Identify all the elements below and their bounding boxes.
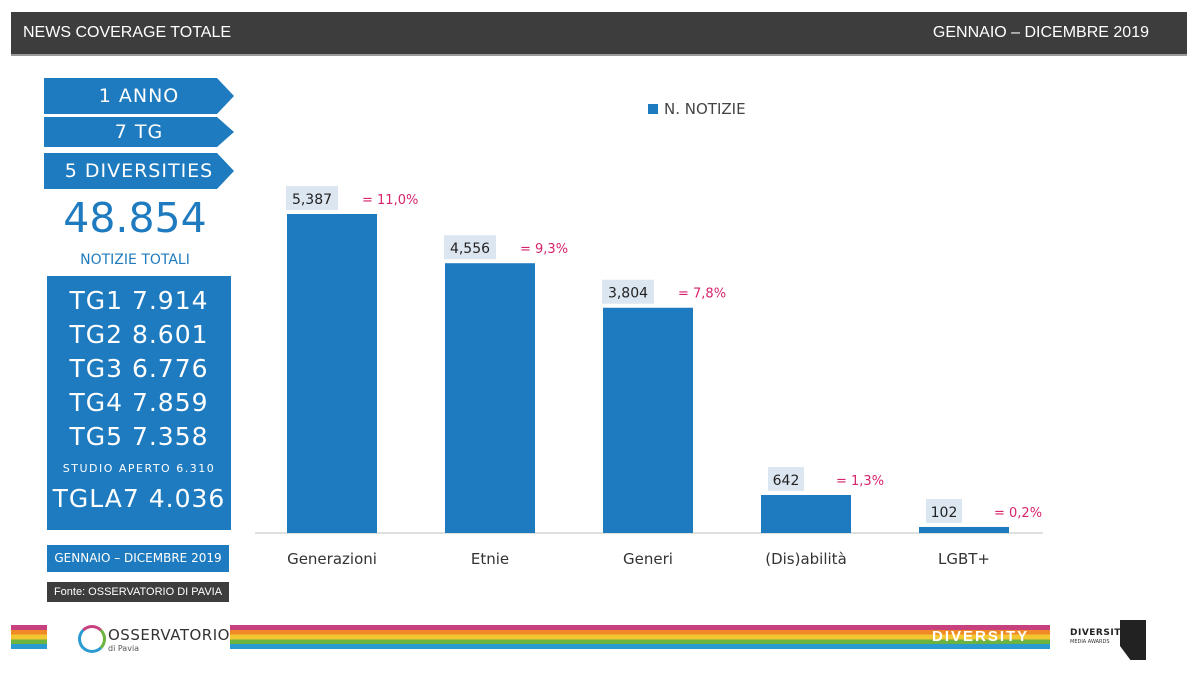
tg-line: TG1 7.914 <box>69 286 209 315</box>
data-label-box <box>926 498 962 523</box>
legend-label: N. NOTIZIE <box>664 100 746 118</box>
tg-line: TG2 8.601 <box>69 320 209 349</box>
arrow-label-diversities: 5 DIVERSITIES <box>44 153 234 189</box>
bar <box>919 526 1009 533</box>
osservatorio-logo-sub: di Pavia <box>108 644 140 653</box>
total-news-label: NOTIZIE TOTALI <box>80 252 190 268</box>
data-label: 4,556 <box>450 241 490 257</box>
source-badge: Fonte: OSSERVATORIO DI PAVIA <box>47 582 229 602</box>
header-bar: NEWS COVERAGE TOTALE GENNAIO – DICEMBRE … <box>11 12 1187 56</box>
bar <box>761 494 851 533</box>
awards-logo-title: DIVERSITY <box>1070 628 1128 638</box>
x-tick-label: Etnie <box>471 550 509 568</box>
data-label: 642 <box>773 473 800 489</box>
data-label-box <box>444 235 496 260</box>
awards-mark-icon <box>1120 620 1146 660</box>
data-label-box <box>286 186 338 210</box>
x-tick-label: Generazioni <box>287 550 377 568</box>
data-label: 5,387 <box>292 192 332 208</box>
diversity-wordmark: DIVERSITY <box>932 628 1030 645</box>
header-period: GENNAIO – DICEMBRE 2019 <box>932 24 1149 41</box>
percent-label: = 9,3% <box>520 242 568 257</box>
page-title: NEWS COVERAGE TOTALE <box>23 24 232 41</box>
legend-swatch <box>648 104 658 114</box>
data-label: 3,804 <box>608 286 648 302</box>
tg-line-studio-aperto: STUDIO APERTO 6.310 <box>62 462 216 475</box>
diversity-awards-logo: DIVERSITY MEDIA AWARDS <box>1070 618 1150 662</box>
tg-breakdown-box: TG1 7.914 TG2 8.601 TG3 6.776 TG4 7.859 … <box>47 276 231 530</box>
rainbow-stripe-main <box>230 625 1050 649</box>
tg-line: TG5 7.358 <box>69 422 209 451</box>
period-badge: GENNAIO – DICEMBRE 2019 <box>47 545 229 572</box>
tg-line: TG4 7.859 <box>69 388 209 417</box>
data-label-box <box>602 279 654 304</box>
bar <box>603 307 693 533</box>
x-tick-label: (Dis)abilità <box>765 550 847 568</box>
percent-label: = 1,3% <box>836 474 884 489</box>
percent-label: = 0,2% <box>994 506 1042 521</box>
x-tick-label: LGBT+ <box>938 550 990 568</box>
osservatorio-ring-icon <box>78 625 106 653</box>
rainbow-stripe-left <box>11 625 47 649</box>
data-label: 102 <box>931 505 958 521</box>
chart-legend: N. NOTIZIE <box>648 100 746 118</box>
percent-label: = 11,0% <box>362 193 418 208</box>
osservatorio-logo: OSSERVATORIO di Pavia <box>78 623 229 655</box>
tg-line: TG3 6.776 <box>69 354 209 383</box>
bar <box>287 214 377 533</box>
bar <box>445 263 535 533</box>
tg-line: TGLA7 4.036 <box>52 484 226 513</box>
arrow-label-year: 1 ANNO <box>44 78 234 114</box>
osservatorio-logo-title: OSSERVATORIO <box>108 626 230 644</box>
data-label-box <box>768 466 804 491</box>
percent-label: = 7,8% <box>678 287 726 302</box>
arrow-label-tg: 7 TG <box>44 117 234 147</box>
total-news-number: 48.854 <box>63 194 207 242</box>
x-tick-label: Generi <box>623 550 673 568</box>
awards-logo-sub: MEDIA AWARDS <box>1070 639 1110 645</box>
